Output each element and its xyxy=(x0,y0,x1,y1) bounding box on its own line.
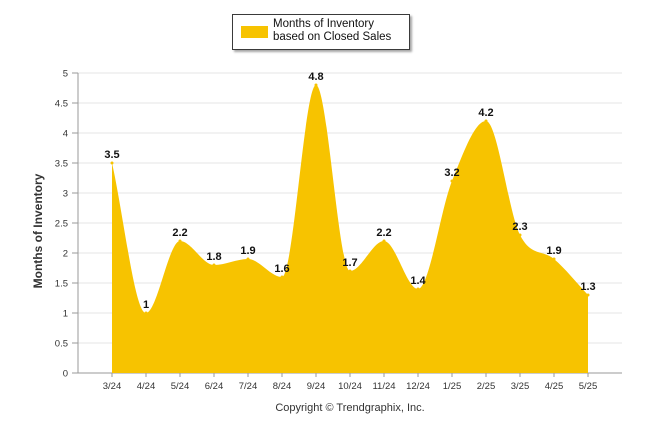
y-axis-title: Months of Inventory xyxy=(31,173,45,289)
data-point xyxy=(314,83,318,87)
data-label: 1.7 xyxy=(342,257,357,269)
x-tick-label: 3/24 xyxy=(103,381,122,392)
data-point xyxy=(246,257,250,261)
data-label: 1.3 xyxy=(580,281,595,293)
x-tick-label: 11/24 xyxy=(372,381,395,392)
y-tick-label: 4 xyxy=(63,129,68,140)
x-tick-label: 4/25 xyxy=(545,381,564,392)
data-point xyxy=(586,293,590,297)
data-label: 4.8 xyxy=(308,71,323,83)
data-point xyxy=(178,239,182,243)
legend: Months of Inventory based on Closed Sale… xyxy=(232,14,410,50)
y-tick-label: 1.5 xyxy=(55,279,68,290)
data-label: 1.8 xyxy=(206,251,221,263)
data-point xyxy=(280,275,284,279)
data-point xyxy=(110,161,114,165)
x-tick-label: 2/25 xyxy=(477,381,496,392)
data-label: 2.3 xyxy=(512,221,527,233)
y-tick-label: 0.5 xyxy=(55,339,68,350)
data-point xyxy=(144,311,148,315)
x-tick-label: 9/24 xyxy=(307,381,326,392)
series-area xyxy=(112,85,588,373)
y-tick-label: 2.5 xyxy=(55,219,68,230)
x-tick-label: 5/25 xyxy=(579,381,598,392)
copyright-text: Copyright © Trendgraphix, Inc. xyxy=(275,402,425,414)
data-point xyxy=(450,179,454,183)
x-tick-label: 10/24 xyxy=(338,381,362,392)
legend-label: Months of Inventory based on Closed Sale… xyxy=(273,18,392,43)
y-tick-label: 4.5 xyxy=(55,99,68,110)
x-tick-label: 8/24 xyxy=(273,381,292,392)
data-label: 3.2 xyxy=(444,167,459,179)
data-label: 1.6 xyxy=(274,263,289,275)
data-point xyxy=(212,263,216,267)
legend-swatch xyxy=(241,26,268,38)
x-tick-label: 12/24 xyxy=(406,381,430,392)
data-point xyxy=(348,269,352,273)
x-tick-label: 1/25 xyxy=(443,381,462,392)
x-tick-label: 6/24 xyxy=(205,381,224,392)
x-tick-label: 7/24 xyxy=(239,381,258,392)
data-label: 2.2 xyxy=(172,227,187,239)
data-point xyxy=(382,239,386,243)
y-tick-label: 0 xyxy=(63,369,68,380)
y-tick-label: 1 xyxy=(63,309,68,320)
data-point xyxy=(484,119,488,123)
data-point xyxy=(552,257,556,261)
y-tick-label: 3.5 xyxy=(55,159,68,170)
data-point xyxy=(518,233,522,237)
x-tick-label: 4/24 xyxy=(137,381,156,392)
y-tick-label: 5 xyxy=(63,69,68,80)
data-label: 1.9 xyxy=(240,245,255,257)
y-tick-label: 3 xyxy=(63,189,68,200)
data-label: 1.4 xyxy=(410,275,426,287)
data-label: 1 xyxy=(143,299,149,311)
data-point xyxy=(416,287,420,291)
x-tick-label: 3/25 xyxy=(511,381,530,392)
data-label: 4.2 xyxy=(478,107,493,119)
data-label: 1.9 xyxy=(546,245,561,257)
data-label: 3.5 xyxy=(104,149,119,161)
y-tick-label: 2 xyxy=(63,249,68,260)
x-tick-label: 5/24 xyxy=(171,381,190,392)
data-label: 2.2 xyxy=(376,227,391,239)
